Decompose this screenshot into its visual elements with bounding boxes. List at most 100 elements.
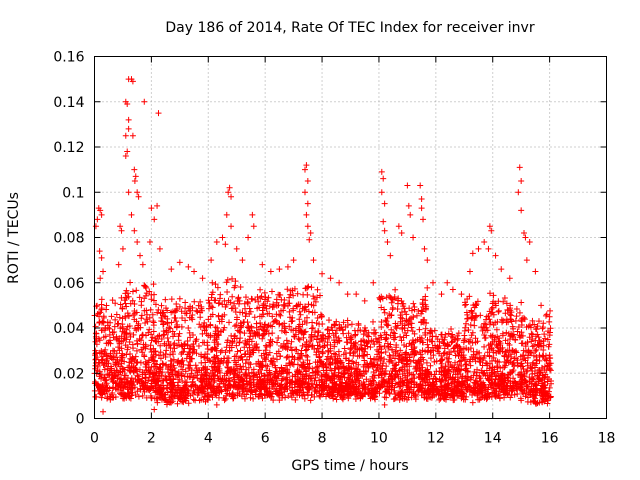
data-point: [358, 392, 365, 399]
data-point: [384, 322, 391, 329]
data-point: [237, 284, 244, 291]
data-point: [288, 394, 295, 401]
data-point: [247, 382, 254, 389]
data-point: [316, 390, 323, 397]
data-point: [404, 357, 411, 364]
data-point: [129, 341, 136, 348]
data-point: [208, 303, 215, 310]
data-point: [127, 279, 134, 286]
data-point: [310, 302, 317, 309]
data-point: [262, 328, 269, 335]
data-point: [327, 365, 334, 372]
data-point: [137, 324, 144, 331]
data-point: [188, 382, 195, 389]
data-point: [224, 337, 231, 344]
data-point: [316, 353, 323, 360]
data-point: [370, 318, 377, 325]
data-point: [244, 387, 251, 394]
data-point: [280, 301, 287, 308]
data-point: [341, 374, 348, 381]
data-point: [273, 356, 280, 363]
data-point: [220, 359, 227, 366]
data-point: [146, 239, 153, 246]
data-point: [215, 363, 222, 370]
data-point: [234, 298, 241, 305]
data-point: [326, 334, 333, 341]
data-point: [449, 286, 456, 293]
data-point: [131, 357, 138, 364]
data-point: [404, 366, 411, 373]
data-point: [461, 332, 468, 339]
data-point: [330, 375, 337, 382]
data-point: [211, 345, 218, 352]
data-point: [296, 316, 303, 323]
data-point: [123, 336, 130, 343]
data-point: [311, 333, 318, 340]
data-point: [344, 381, 351, 388]
data-point: [276, 321, 283, 328]
data-point: [229, 293, 236, 300]
data-point: [311, 377, 318, 384]
data-point: [175, 333, 182, 340]
data-point: [155, 388, 162, 395]
data-point: [305, 308, 312, 315]
data-point: [164, 335, 171, 342]
data-point: [188, 314, 195, 321]
data-point: [317, 358, 324, 365]
data-point: [345, 330, 352, 337]
data-point: [378, 374, 385, 381]
data-point: [221, 355, 228, 362]
data-point: [263, 391, 270, 398]
data-point: [486, 223, 493, 230]
data-point: [336, 325, 343, 332]
data-point: [421, 245, 428, 252]
data-point: [165, 364, 172, 371]
data-point: [156, 332, 163, 339]
data-point: [276, 383, 283, 390]
data-point: [235, 383, 242, 390]
data-point: [284, 369, 291, 376]
data-point: [284, 286, 291, 293]
data-point: [115, 369, 122, 376]
data-point: [418, 196, 425, 203]
data-point: [151, 297, 158, 304]
data-point: [209, 304, 216, 311]
data-point: [290, 305, 297, 312]
data-point: [297, 311, 304, 318]
data-point: [223, 301, 230, 308]
data-point: [261, 331, 268, 338]
data-point: [163, 376, 170, 383]
data-point: [155, 378, 162, 385]
data-point: [518, 177, 525, 184]
data-point: [369, 390, 376, 397]
data-point: [110, 353, 117, 360]
data-point: [357, 368, 364, 375]
data-point: [332, 351, 339, 358]
data-point: [156, 245, 163, 252]
data-point: [370, 338, 377, 345]
data-point: [133, 287, 140, 294]
data-point: [277, 312, 284, 319]
data-point: [368, 382, 375, 389]
data-point: [429, 279, 436, 286]
data-point: [243, 391, 250, 398]
data-point: [176, 330, 183, 337]
data-point: [249, 349, 256, 356]
data-point: [277, 382, 284, 389]
data-point: [346, 357, 353, 364]
data-point: [185, 361, 192, 368]
data-point: [257, 384, 264, 391]
data-point: [100, 353, 107, 360]
data-point: [262, 347, 269, 354]
data-point: [216, 295, 223, 302]
data-point: [258, 381, 265, 388]
data-point: [319, 321, 326, 328]
data-point: [397, 318, 404, 325]
data-point: [364, 351, 371, 358]
data-point: [241, 330, 248, 337]
data-point: [373, 381, 380, 388]
data-point: [469, 399, 476, 406]
data-point: [117, 301, 124, 308]
data-point: [221, 297, 228, 304]
data-point: [215, 394, 222, 401]
